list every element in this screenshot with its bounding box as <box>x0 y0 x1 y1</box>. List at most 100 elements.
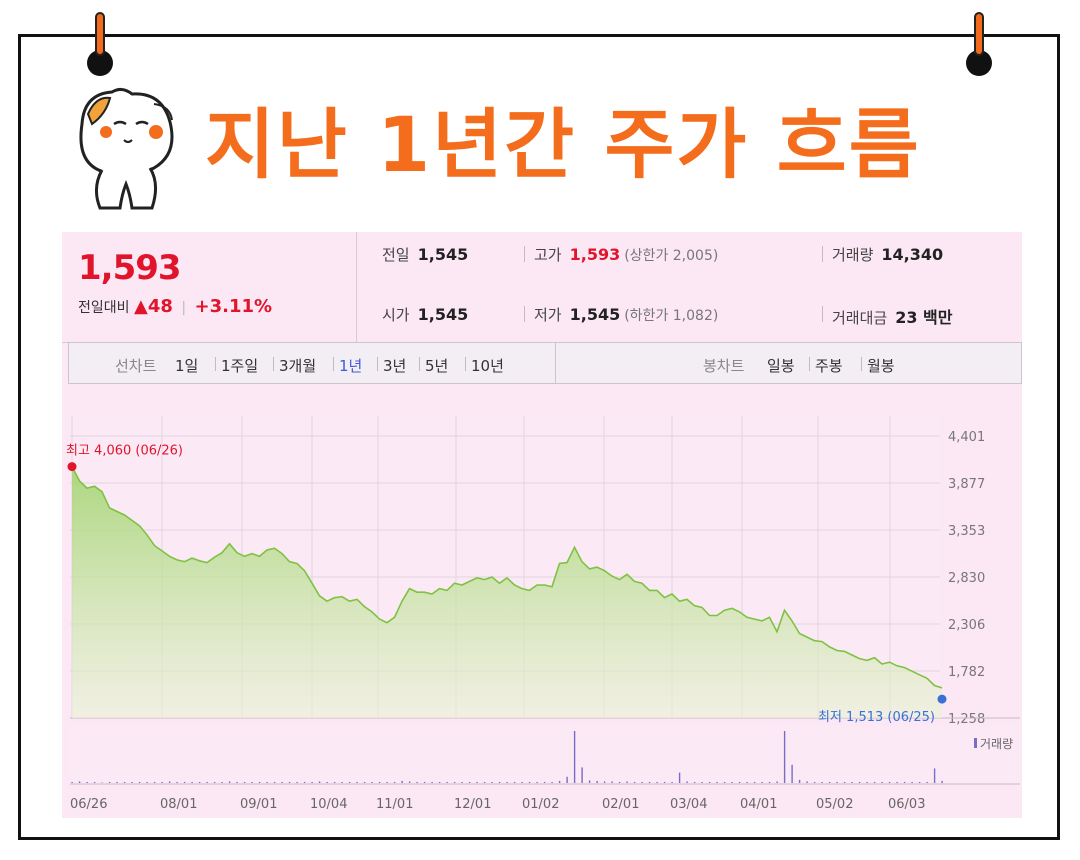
volume-bar <box>873 781 876 783</box>
candle-tab-1[interactable]: 일봉 <box>767 357 795 375</box>
volume-bar <box>708 781 711 783</box>
volume-bar <box>363 781 366 783</box>
volume-bar <box>116 781 118 783</box>
tab-7[interactable]: 10년 <box>471 357 504 375</box>
volume-bar <box>828 781 831 783</box>
volume-bar <box>243 781 246 783</box>
price-line <box>71 466 943 689</box>
stat-high-value: 1,593 <box>569 245 621 264</box>
volume-bar <box>573 731 576 783</box>
volume-bar <box>423 781 426 783</box>
volume-bar <box>206 781 208 783</box>
volume-bar <box>318 781 321 783</box>
stat-low-value: 1,545 <box>569 305 621 324</box>
y-tick-label: 1,782 <box>948 665 985 680</box>
stat-open-value: 1,545 <box>417 305 469 324</box>
volume-bar <box>536 781 538 783</box>
quote-summary: 1,593 전일대비 ▲48 | +3.11% 전일 1,545 시가 1,545 … <box>62 232 1022 343</box>
volume-bar <box>761 781 763 783</box>
volume-bar <box>693 781 696 783</box>
volume-bar <box>288 781 291 783</box>
volume-bar <box>611 781 613 783</box>
x-tick-label: 01/02 <box>522 797 559 812</box>
change-label: 전일대비 <box>78 300 130 316</box>
volume-bar <box>528 781 531 783</box>
x-tick-label: 03/04 <box>670 797 707 812</box>
high-annotation: 최고 4,060 (06/26) <box>66 444 183 459</box>
tab-3[interactable]: 3개월 <box>279 357 317 375</box>
volume-bar <box>123 781 126 783</box>
volume-bar <box>656 781 658 783</box>
low-annotation: 최저 1,513 (06/25) <box>818 710 935 725</box>
left-pin-icon <box>95 12 105 56</box>
up-arrow-icon: ▲ <box>133 296 148 317</box>
volume-bar <box>858 781 861 783</box>
period-tabs: 선차트 1일 1주일 3개월 1년 3년 5년 10년 봉차트 일봉 주봉 월봉 <box>68 342 1022 384</box>
right-pin-icon <box>974 12 984 56</box>
volume-bar <box>896 781 898 783</box>
y-tick-label: 2,830 <box>948 571 985 586</box>
volume-bar <box>633 781 636 783</box>
volume-bar <box>738 781 741 783</box>
line-chart-label: 선차트 <box>115 357 157 375</box>
volume-bar <box>146 781 148 783</box>
volume-bar <box>498 781 501 783</box>
high-marker <box>67 462 77 472</box>
volume-bar <box>881 781 883 783</box>
y-tick-label: 3,877 <box>948 477 985 492</box>
volume-bar <box>543 781 546 783</box>
x-tick-label: 11/01 <box>376 797 413 812</box>
stat-volume: 거래량 14,340 <box>832 245 944 264</box>
y-tick-label: 3,353 <box>948 524 985 539</box>
volume-bar <box>393 781 396 783</box>
volume-bar <box>153 781 156 783</box>
tab-2[interactable]: 1주일 <box>221 357 259 375</box>
price-box: 1,593 전일대비 ▲48 | +3.11% <box>62 232 357 342</box>
volume-bar <box>191 781 193 783</box>
volume-bar <box>93 781 96 783</box>
volume-bar <box>888 781 891 783</box>
volume-bar <box>506 781 508 783</box>
volume-bar <box>431 781 433 783</box>
current-price: 1,593 <box>78 248 182 288</box>
lower-limit: (하한가 1,082) <box>624 308 719 324</box>
tab-5[interactable]: 3년 <box>383 357 407 375</box>
volume-bar <box>851 781 853 783</box>
y-tick-label: 4,401 <box>948 430 985 445</box>
volume-bar <box>71 781 73 783</box>
volume-bar <box>296 781 298 783</box>
stat-volume-value: 14,340 <box>881 245 944 264</box>
volume-bar <box>416 781 418 783</box>
candle-tab-3[interactable]: 월봉 <box>867 357 895 375</box>
tab-1[interactable]: 1일 <box>175 357 199 375</box>
volume-bar <box>453 781 456 783</box>
volume-bar <box>551 781 553 783</box>
volume-bar <box>566 776 568 783</box>
volume-bar <box>251 781 253 783</box>
low-marker <box>937 694 947 704</box>
y-tick-label: 1,258 <box>948 712 985 727</box>
x-tick-label: 09/01 <box>240 797 277 812</box>
price-area <box>72 466 942 718</box>
volume-bar <box>273 781 276 783</box>
tab-6[interactable]: 5년 <box>425 357 449 375</box>
x-tick-label: 05/02 <box>816 797 853 812</box>
volume-bar <box>648 781 651 783</box>
volume-bar <box>753 781 756 783</box>
x-tick-label: 06/03 <box>888 797 925 812</box>
volume-bar <box>371 781 373 783</box>
volume-bar <box>228 781 231 783</box>
volume-bar <box>903 781 906 783</box>
volume-bar <box>213 781 216 783</box>
stat-amount-value: 23 백만 <box>895 308 953 327</box>
stat-high: 고가 1,593 (상한가 2,005) <box>534 245 719 264</box>
tab-4[interactable]: 1년 <box>339 357 363 375</box>
volume-bar <box>236 781 238 783</box>
volume-bar <box>746 781 748 783</box>
volume-bar <box>221 781 223 783</box>
volume-bar <box>468 781 471 783</box>
stat-open: 시가 1,545 <box>382 305 469 324</box>
candle-tab-2[interactable]: 주봉 <box>815 357 843 375</box>
volume-bar <box>918 781 921 783</box>
volume-bar <box>558 780 561 783</box>
